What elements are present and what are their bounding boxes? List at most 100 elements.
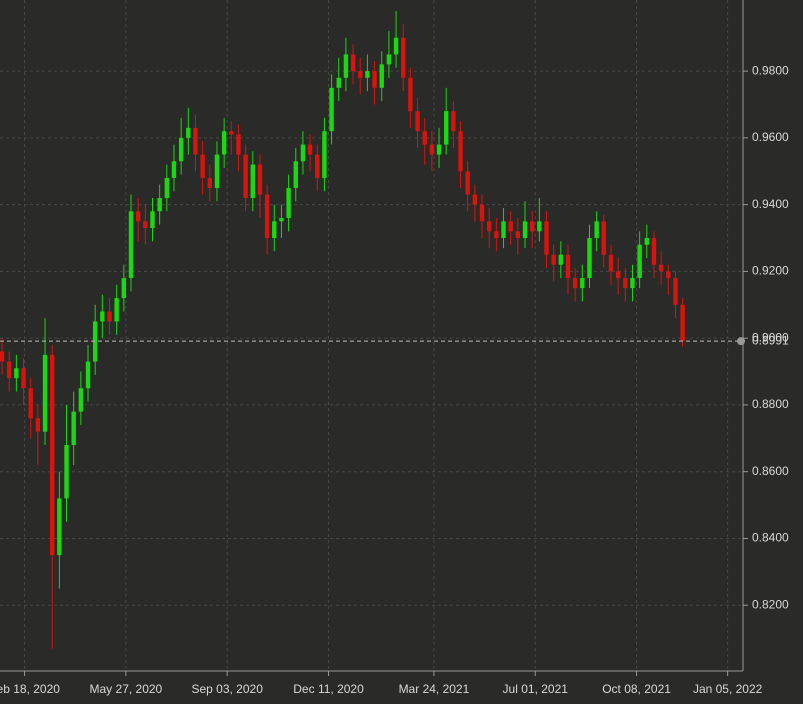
candle-body [486,221,492,232]
y-tick-label: 0.9800 [752,63,789,77]
candle-body [587,238,592,279]
candle-body [42,354,48,432]
candle-body [221,131,227,155]
candle-body [322,131,327,178]
candle-body [100,311,105,322]
candle-body [35,418,41,432]
candle-body [28,388,33,419]
candle-body [608,254,614,272]
candle-body [257,164,263,195]
candle-body [401,37,406,78]
candle-body [214,154,220,188]
candle-body [544,221,549,255]
candle-body [515,231,521,239]
candle-body [680,304,685,342]
candle-body [272,221,277,239]
candle-body [522,221,528,239]
candle-body [49,354,55,556]
candle-body [243,154,248,198]
candle-body [393,37,399,55]
candle-body [157,197,162,212]
candle-body [444,111,449,145]
candle-body [666,271,671,279]
y-tick-label: 0.9600 [752,130,789,144]
candle-body [637,244,642,279]
y-tick-label: 0.8200 [752,597,789,611]
candle-body [164,177,170,198]
candle-body [92,321,98,362]
candle-body [422,131,427,145]
candle-body [315,154,320,178]
candle-body [279,217,284,222]
candle-body [458,131,463,172]
candle-body [479,204,485,222]
grid [0,0,743,671]
y-tick-label: 0.8600 [752,464,789,478]
candle-body [673,278,678,305]
candle-body [307,144,313,155]
y-tick-label: 0.8400 [752,531,789,545]
candle-body [623,278,628,289]
candle-body [107,311,112,322]
candle-body [114,298,119,322]
last-price-label: 0.8991 [752,333,789,347]
candle-body [429,144,435,155]
candle-body [565,254,571,279]
candle-body [529,221,535,232]
candle-body [472,194,478,205]
candle-body [7,361,12,379]
candle-body [264,194,270,239]
last-price-dot [737,337,745,346]
candle-body [64,444,69,499]
candle-body [343,54,349,78]
candle-body [121,278,127,299]
candle-body [537,221,542,232]
candle-body [85,361,91,389]
x-tick-label: Feb 18, 2020 [0,682,60,696]
candle-body [78,388,84,412]
candle-body [193,127,198,155]
candle-body [630,278,635,289]
candle-body [601,221,607,255]
candle-body [186,127,191,138]
candle-body [358,71,363,78]
candle-body [651,238,657,265]
candle-body [128,211,134,279]
x-tick-label: Jul 01, 2021 [503,682,569,696]
candle-body [436,144,442,155]
candle-body [551,254,556,265]
candle-body [336,77,341,88]
candle-body [200,154,205,178]
x-tick-label: Dec 11, 2020 [293,682,364,696]
candle-body [644,238,649,245]
candle-body [558,254,564,265]
candle-body [71,411,76,445]
candle-body [300,144,306,162]
candle-body [451,111,456,132]
candle-body [293,161,298,188]
candle-body [658,264,664,272]
candle-body [135,211,141,222]
candle-body [171,161,177,178]
x-tick-label: Mar 24, 2021 [399,682,470,696]
candle-body [408,77,413,112]
candle-body [0,351,5,362]
candle-body [250,164,255,198]
candle-body [21,368,26,389]
x-tick-label: Jan 05, 2022 [693,682,763,696]
candle-body [508,221,513,232]
y-tick-label: 0.8800 [752,397,789,411]
candle-body [580,278,585,289]
candle-body [501,221,506,239]
candle-body [229,131,234,135]
candle-body [286,187,291,218]
candle-body [415,111,420,132]
candle-body [14,368,19,379]
candle-body [143,221,148,229]
candle-body [350,54,356,72]
x-tick-label: Oct 08, 2021 [602,682,671,696]
candle-body [386,54,392,65]
candle-body [207,177,213,188]
